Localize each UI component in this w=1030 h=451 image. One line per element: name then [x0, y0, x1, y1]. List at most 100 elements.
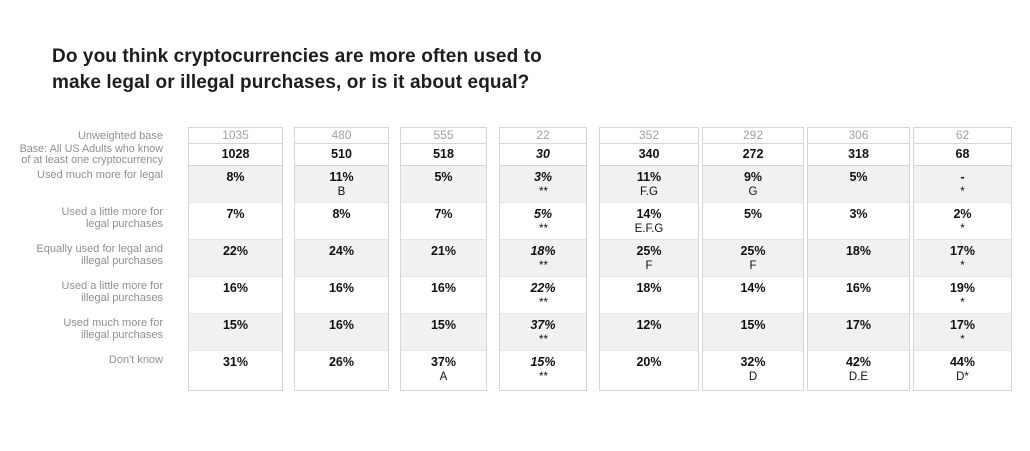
row-label-text: of at least one cryptocurrency: [21, 153, 163, 166]
data-cell: 20%: [600, 351, 698, 390]
data-cell: 15%: [703, 314, 803, 351]
cell-sig-letters: [600, 296, 698, 310]
cell-sig-letters: [808, 296, 909, 310]
table-column-3: 555 518 5% 7% 21% 16% 15% 37% A: [400, 127, 487, 391]
row-label-text: Equally used for legal and: [36, 243, 163, 255]
cell-value: 17%: [845, 318, 872, 332]
data-cell: 5%: [401, 166, 486, 203]
cell-value: 16%: [430, 281, 457, 295]
cell-sig-letters: [189, 185, 282, 199]
cell-sig-letters: [401, 222, 486, 236]
cell-value: 8%: [226, 170, 245, 184]
cell-sig-letters: [295, 222, 388, 236]
data-cell: 17% *: [914, 314, 1011, 351]
cell-sig-letters: [808, 333, 909, 347]
cell-value: 31%: [222, 355, 249, 369]
data-cell: 14%: [703, 277, 803, 314]
cell-sig-letters: *: [960, 260, 965, 272]
cell-sig-letters: **: [538, 371, 548, 383]
page-title-line-2: make legal or illegal purchases, or is i…: [52, 72, 530, 94]
row-label-text: illegal purchases: [81, 255, 163, 267]
data-cell: 9% G: [703, 166, 803, 203]
data-cell: 19% *: [914, 277, 1011, 314]
data-cell: 18% **: [500, 240, 586, 277]
cell-sig-letters: [703, 333, 803, 347]
cell-sig-letters: [295, 370, 388, 384]
base-value: 1028: [189, 144, 282, 166]
cell-value: 19%: [949, 281, 976, 295]
unweighted-base-value: 555: [401, 128, 486, 144]
cell-sig-letters: **: [538, 334, 548, 346]
row-label-text: Used much more for: [63, 317, 163, 329]
cell-value: 15%: [530, 355, 556, 369]
cell-sig-letters: [189, 259, 282, 273]
data-cell: 7%: [189, 203, 282, 240]
cell-sig-letters: *: [960, 186, 965, 198]
cell-value: 9%: [743, 170, 763, 184]
cell-sig-letters: **: [538, 223, 548, 235]
data-cell: 37% **: [500, 314, 586, 351]
row-label-text: legal purchases: [85, 218, 163, 230]
cell-value: 20%: [636, 355, 662, 369]
base-value: 318: [808, 144, 909, 166]
cell-sig-letters: [401, 259, 486, 273]
cell-value: 14%: [740, 281, 766, 295]
cell-sig-letters: D*: [956, 371, 969, 383]
cell-value: 3%: [849, 207, 868, 221]
cell-sig-letters: [600, 333, 698, 347]
cell-sig-letters: B: [337, 186, 346, 198]
cell-value: 16%: [845, 281, 872, 295]
cell-value: 18%: [636, 281, 662, 295]
cell-value: 17%: [949, 318, 976, 332]
cell-sig-letters: **: [538, 297, 548, 309]
cell-sig-letters: [401, 333, 486, 347]
cell-value: 16%: [328, 281, 355, 295]
cell-value: -: [960, 170, 965, 184]
table-column-7: 306 318 5% 3% 18% 16% 17% 42% D.E: [807, 127, 910, 391]
cell-sig-letters: G: [748, 186, 758, 198]
cell-value: 14%: [636, 207, 662, 221]
cell-sig-letters: **: [538, 186, 548, 198]
unweighted-base-value: 306: [808, 128, 909, 144]
cell-sig-letters: [401, 185, 486, 199]
cell-value: 22%: [222, 244, 249, 258]
table-column-4: 22 30 3% ** 5% ** 18% ** 22% ** 37% ** 15% **: [499, 127, 587, 391]
row-label-much-more-legal: Used much more for legal: [0, 165, 163, 202]
data-cell: 18%: [600, 277, 698, 314]
cell-value: 12%: [636, 318, 662, 332]
data-cell: 16%: [295, 277, 388, 314]
data-cell: 8%: [189, 166, 282, 203]
cell-value: 5%: [434, 170, 453, 184]
cell-sig-letters: E.F.G: [634, 223, 664, 235]
cell-sig-letters: [808, 259, 909, 273]
data-cell: 8%: [295, 203, 388, 240]
row-label-equally-used: Equally used for legal and illegal purch…: [0, 239, 163, 276]
cell-value: 42%: [845, 355, 872, 369]
data-cell: 3% **: [500, 166, 586, 203]
cell-value: 16%: [222, 281, 249, 295]
data-cell: 16%: [189, 277, 282, 314]
page-title-line-1: Do you think cryptocurrencies are more o…: [52, 46, 542, 67]
cell-sig-letters: [401, 296, 486, 310]
page-title: Do you think cryptocurrencies are more o…: [52, 44, 592, 96]
data-cell: 25% F: [703, 240, 803, 277]
cell-sig-letters: *: [960, 334, 965, 346]
row-label-text: Unweighted base: [77, 130, 163, 142]
table-column-1: 1035 1028 8% 7% 22% 16% 15% 31%: [188, 127, 283, 391]
row-label-text: Used much more for legal: [37, 169, 163, 181]
data-cell: 5%: [703, 203, 803, 240]
cell-sig-letters: [703, 222, 803, 236]
cell-sig-letters: *: [960, 297, 965, 309]
data-cell: 24%: [295, 240, 388, 277]
unweighted-base-value: 292: [703, 128, 803, 144]
data-cell: 16%: [808, 277, 909, 314]
data-cell: 32% D: [703, 351, 803, 390]
data-cell: 12%: [600, 314, 698, 351]
data-cell: 16%: [401, 277, 486, 314]
crosstab-table: Unweighted base Base: All US Adults who …: [0, 127, 1012, 391]
cell-value: 24%: [328, 244, 355, 258]
data-cell: 17% *: [914, 240, 1011, 277]
row-labels: Unweighted base Base: All US Adults who …: [0, 127, 176, 389]
cell-value: 25%: [740, 244, 766, 258]
row-label-little-more-illegal: Used a little more for illegal purchases: [0, 276, 163, 313]
